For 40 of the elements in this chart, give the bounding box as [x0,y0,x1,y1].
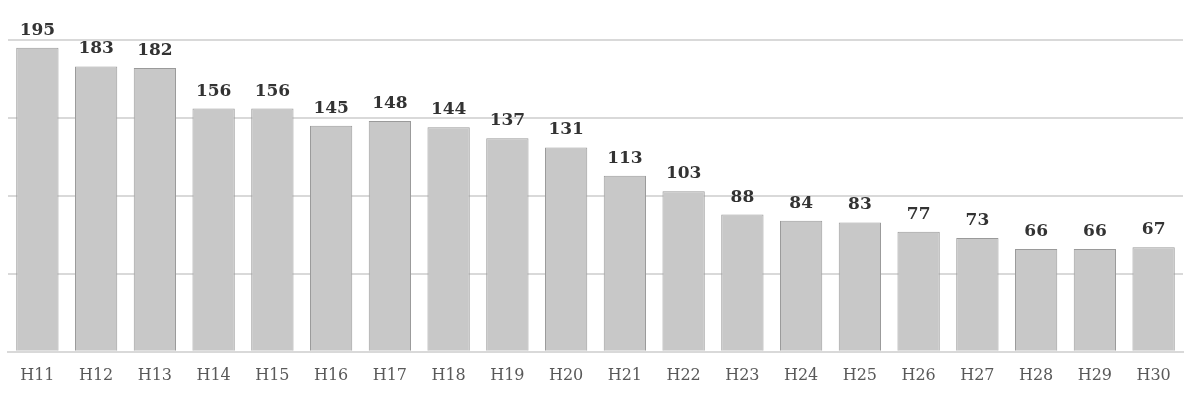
data-label: 131 [548,118,584,139]
data-label: 195 [19,18,56,39]
x-tick-label: H11 [20,364,55,384]
data-label: 183 [78,37,114,58]
data-label: 113 [607,146,643,167]
data-label: 77 [906,202,931,223]
x-tick-label: H24 [783,364,819,384]
x-tick-label: H17 [372,364,408,384]
x-tick-label: H13 [137,364,173,384]
data-label: 137 [489,109,526,130]
x-tick-label: H18 [431,364,466,384]
data-label: 66 [1024,219,1048,240]
x-tick-label: H28 [1018,364,1054,384]
data-label: 67 [1141,218,1166,239]
data-label: 73 [965,208,990,229]
x-tick-label: H29 [1077,364,1113,384]
x-tick-label: H21 [607,364,643,384]
x-tick-label: H19 [490,364,525,384]
x-tick-label: H12 [78,364,114,384]
data-label: 88 [730,185,755,206]
data-label: 66 [1083,219,1107,240]
data-label: 144 [430,98,467,119]
data-label: 156 [254,79,291,100]
x-tick-label: H15 [255,364,290,384]
x-tick-label: H14 [196,364,231,384]
x-tick-label: H25 [842,364,878,384]
data-label: 148 [372,91,408,112]
x-tick-label: H23 [725,364,760,384]
x-tick-label: H20 [548,364,584,384]
x-tick-label: H22 [666,364,701,384]
data-label: 145 [313,96,349,117]
x-tick-label: H26 [901,364,936,384]
data-label: 83 [848,193,872,214]
data-label: 103 [665,162,702,183]
data-label: 84 [789,191,814,212]
x-tick-label: H27 [960,364,995,384]
data-label: 156 [195,79,232,100]
x-tick-label: H30 [1136,364,1171,384]
data-label: 182 [137,38,173,59]
x-tick-label: H16 [313,364,349,384]
